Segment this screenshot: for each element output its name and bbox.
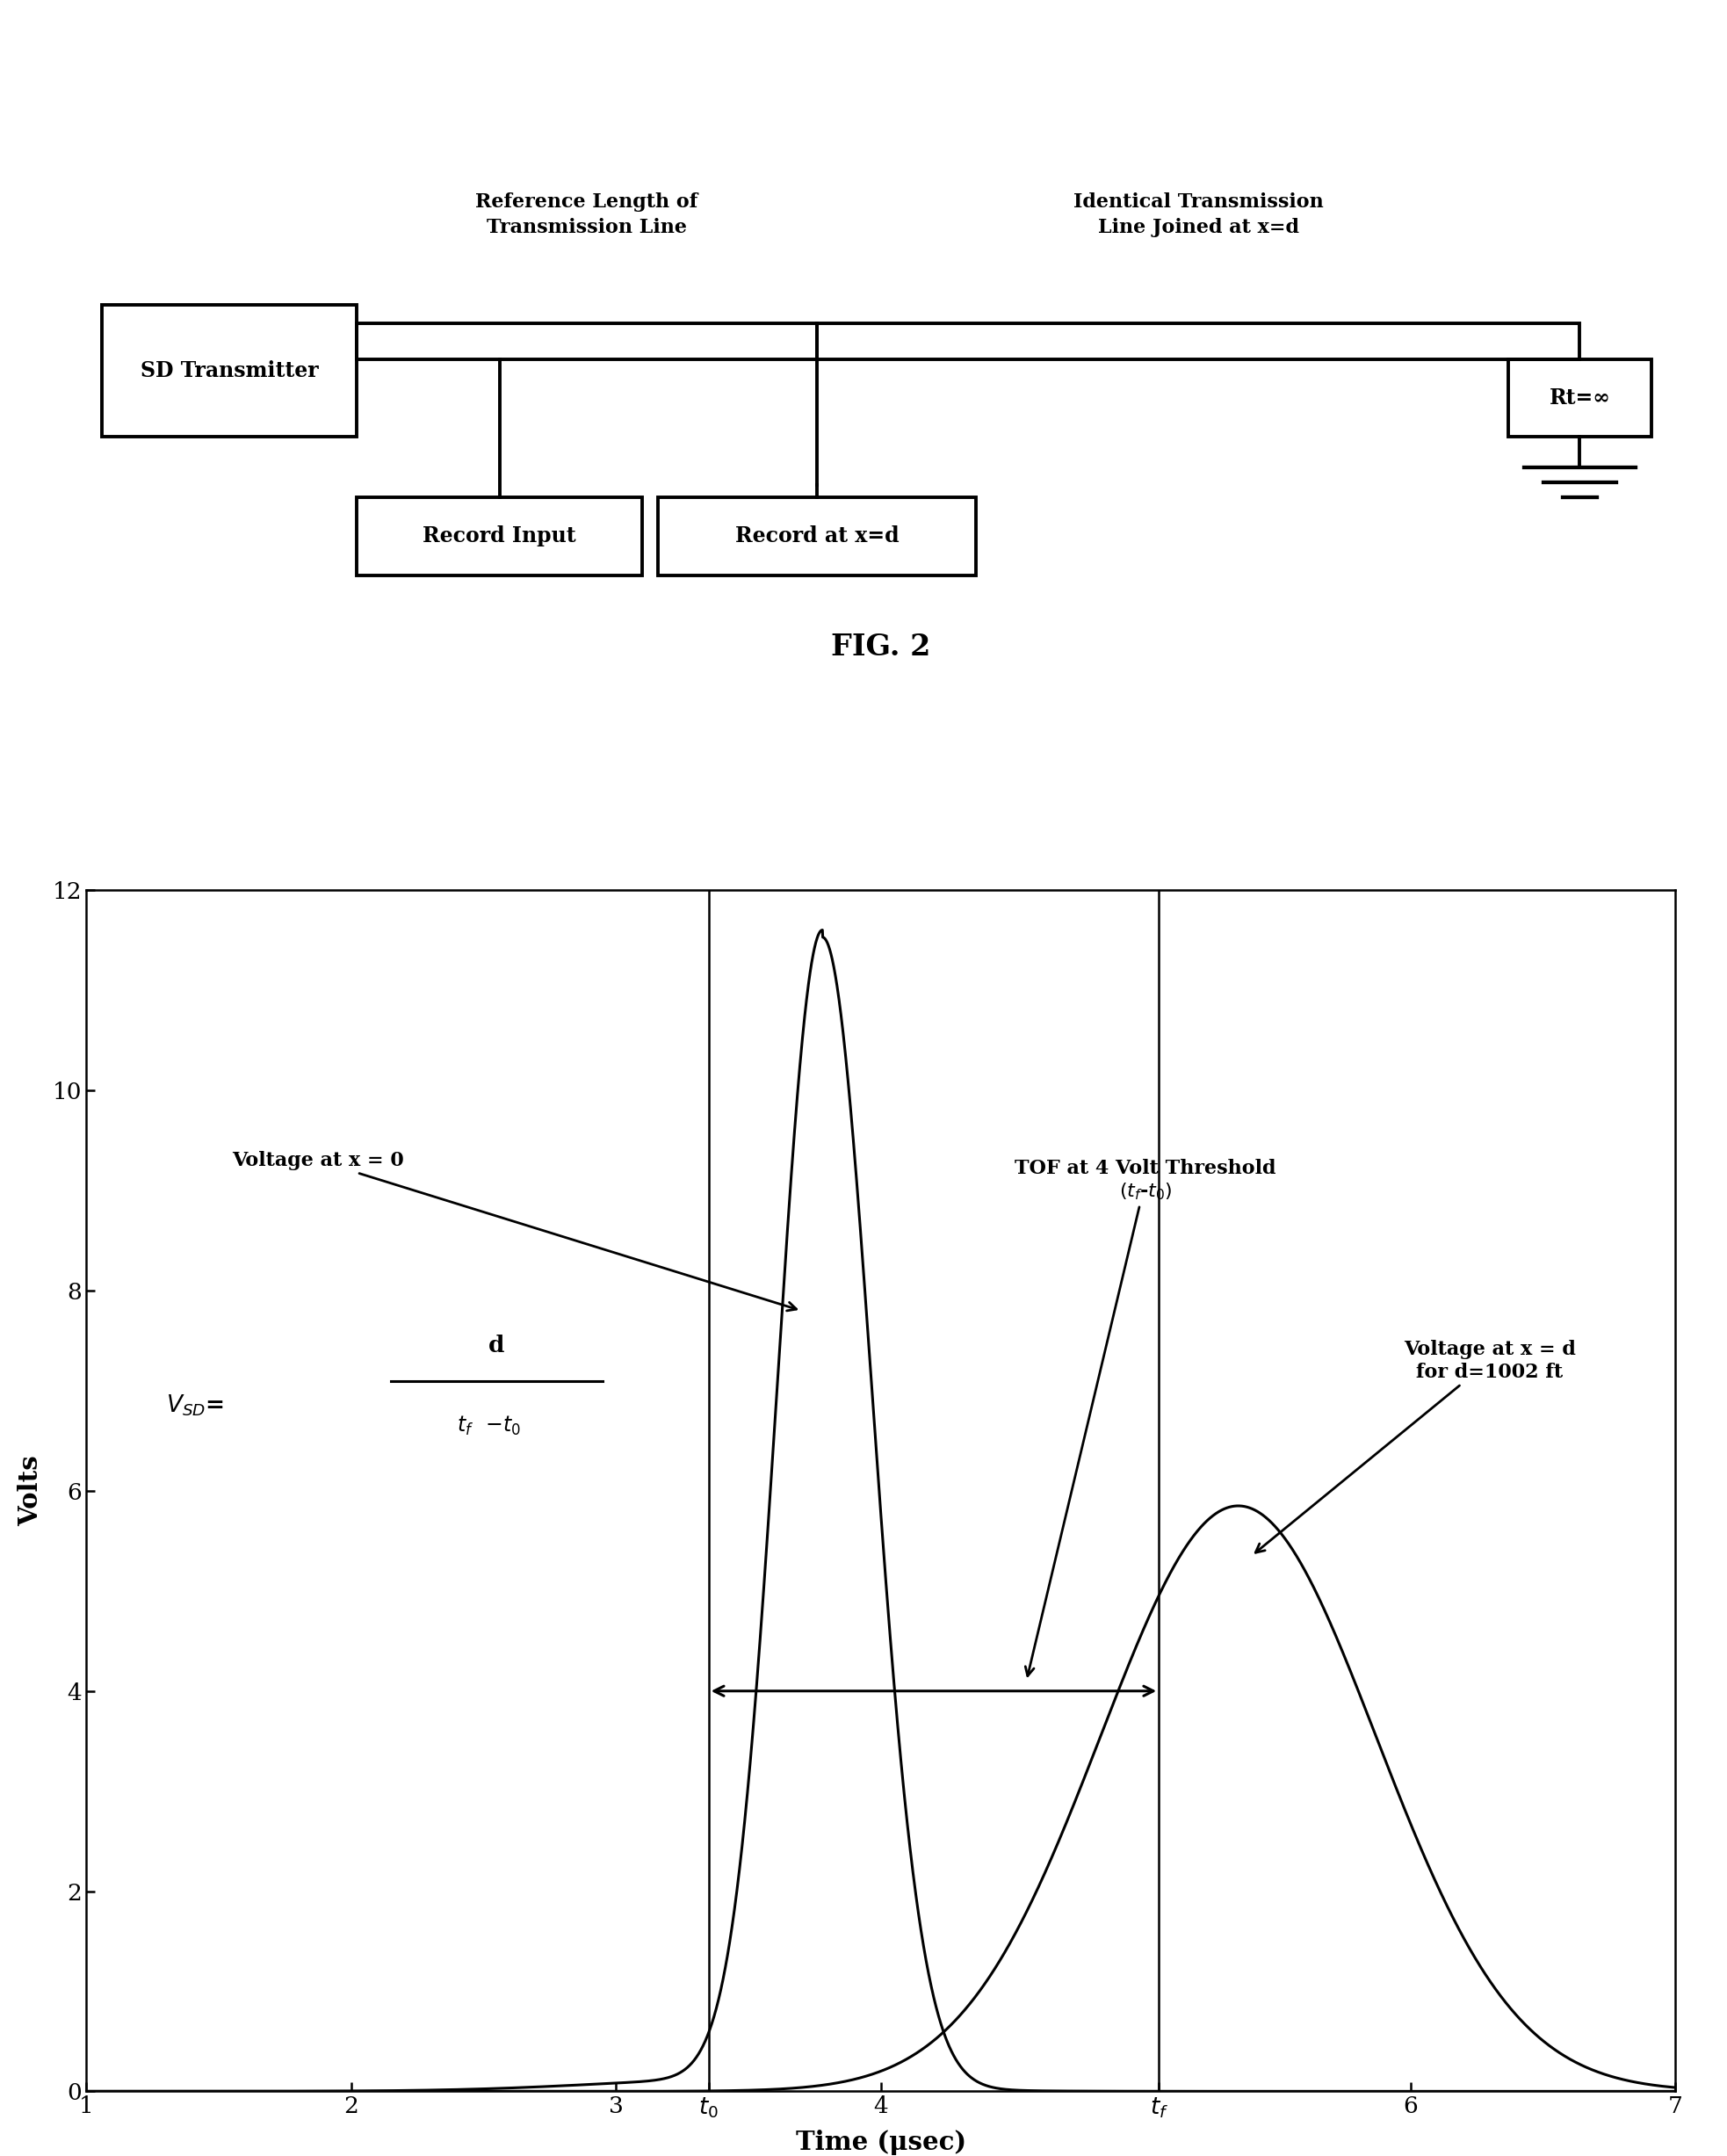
Bar (356, 498, 642, 576)
Text: Reference Length of
Transmission Line: Reference Length of Transmission Line (475, 192, 698, 237)
Text: Voltage at x = d
for d=1002 ft: Voltage at x = d for d=1002 ft (1256, 1339, 1575, 1552)
Bar (817, 323, 1580, 358)
X-axis label: Time (μsec): Time (μsec) (796, 2130, 965, 2156)
Bar (102, 304, 356, 438)
Text: d: d (489, 1335, 504, 1356)
Text: Identical Transmission
Line Joined at x=d: Identical Transmission Line Joined at x=… (1074, 192, 1323, 237)
Text: Record at x=d: Record at x=d (736, 526, 900, 548)
Text: $t_f$  $-t_0$: $t_f$ $-t_0$ (458, 1414, 522, 1438)
Bar (1508, 358, 1651, 438)
Text: $V_{SD}$=: $V_{SD}$= (166, 1393, 225, 1419)
Text: Rt=∞: Rt=∞ (1549, 388, 1611, 407)
Text: TOF at 4 Volt Threshold
$(t_f$-$t_0)$: TOF at 4 Volt Threshold $(t_f$-$t_0)$ (1015, 1160, 1276, 1675)
Text: Voltage at x = 0: Voltage at x = 0 (231, 1151, 796, 1311)
Bar (658, 498, 976, 576)
Y-axis label: Volts: Volts (17, 1455, 43, 1526)
Text: Record Input: Record Input (423, 526, 577, 548)
Text: FIG. 2: FIG. 2 (831, 632, 931, 662)
Bar (356, 323, 817, 358)
Text: SD Transmitter: SD Transmitter (140, 360, 318, 382)
